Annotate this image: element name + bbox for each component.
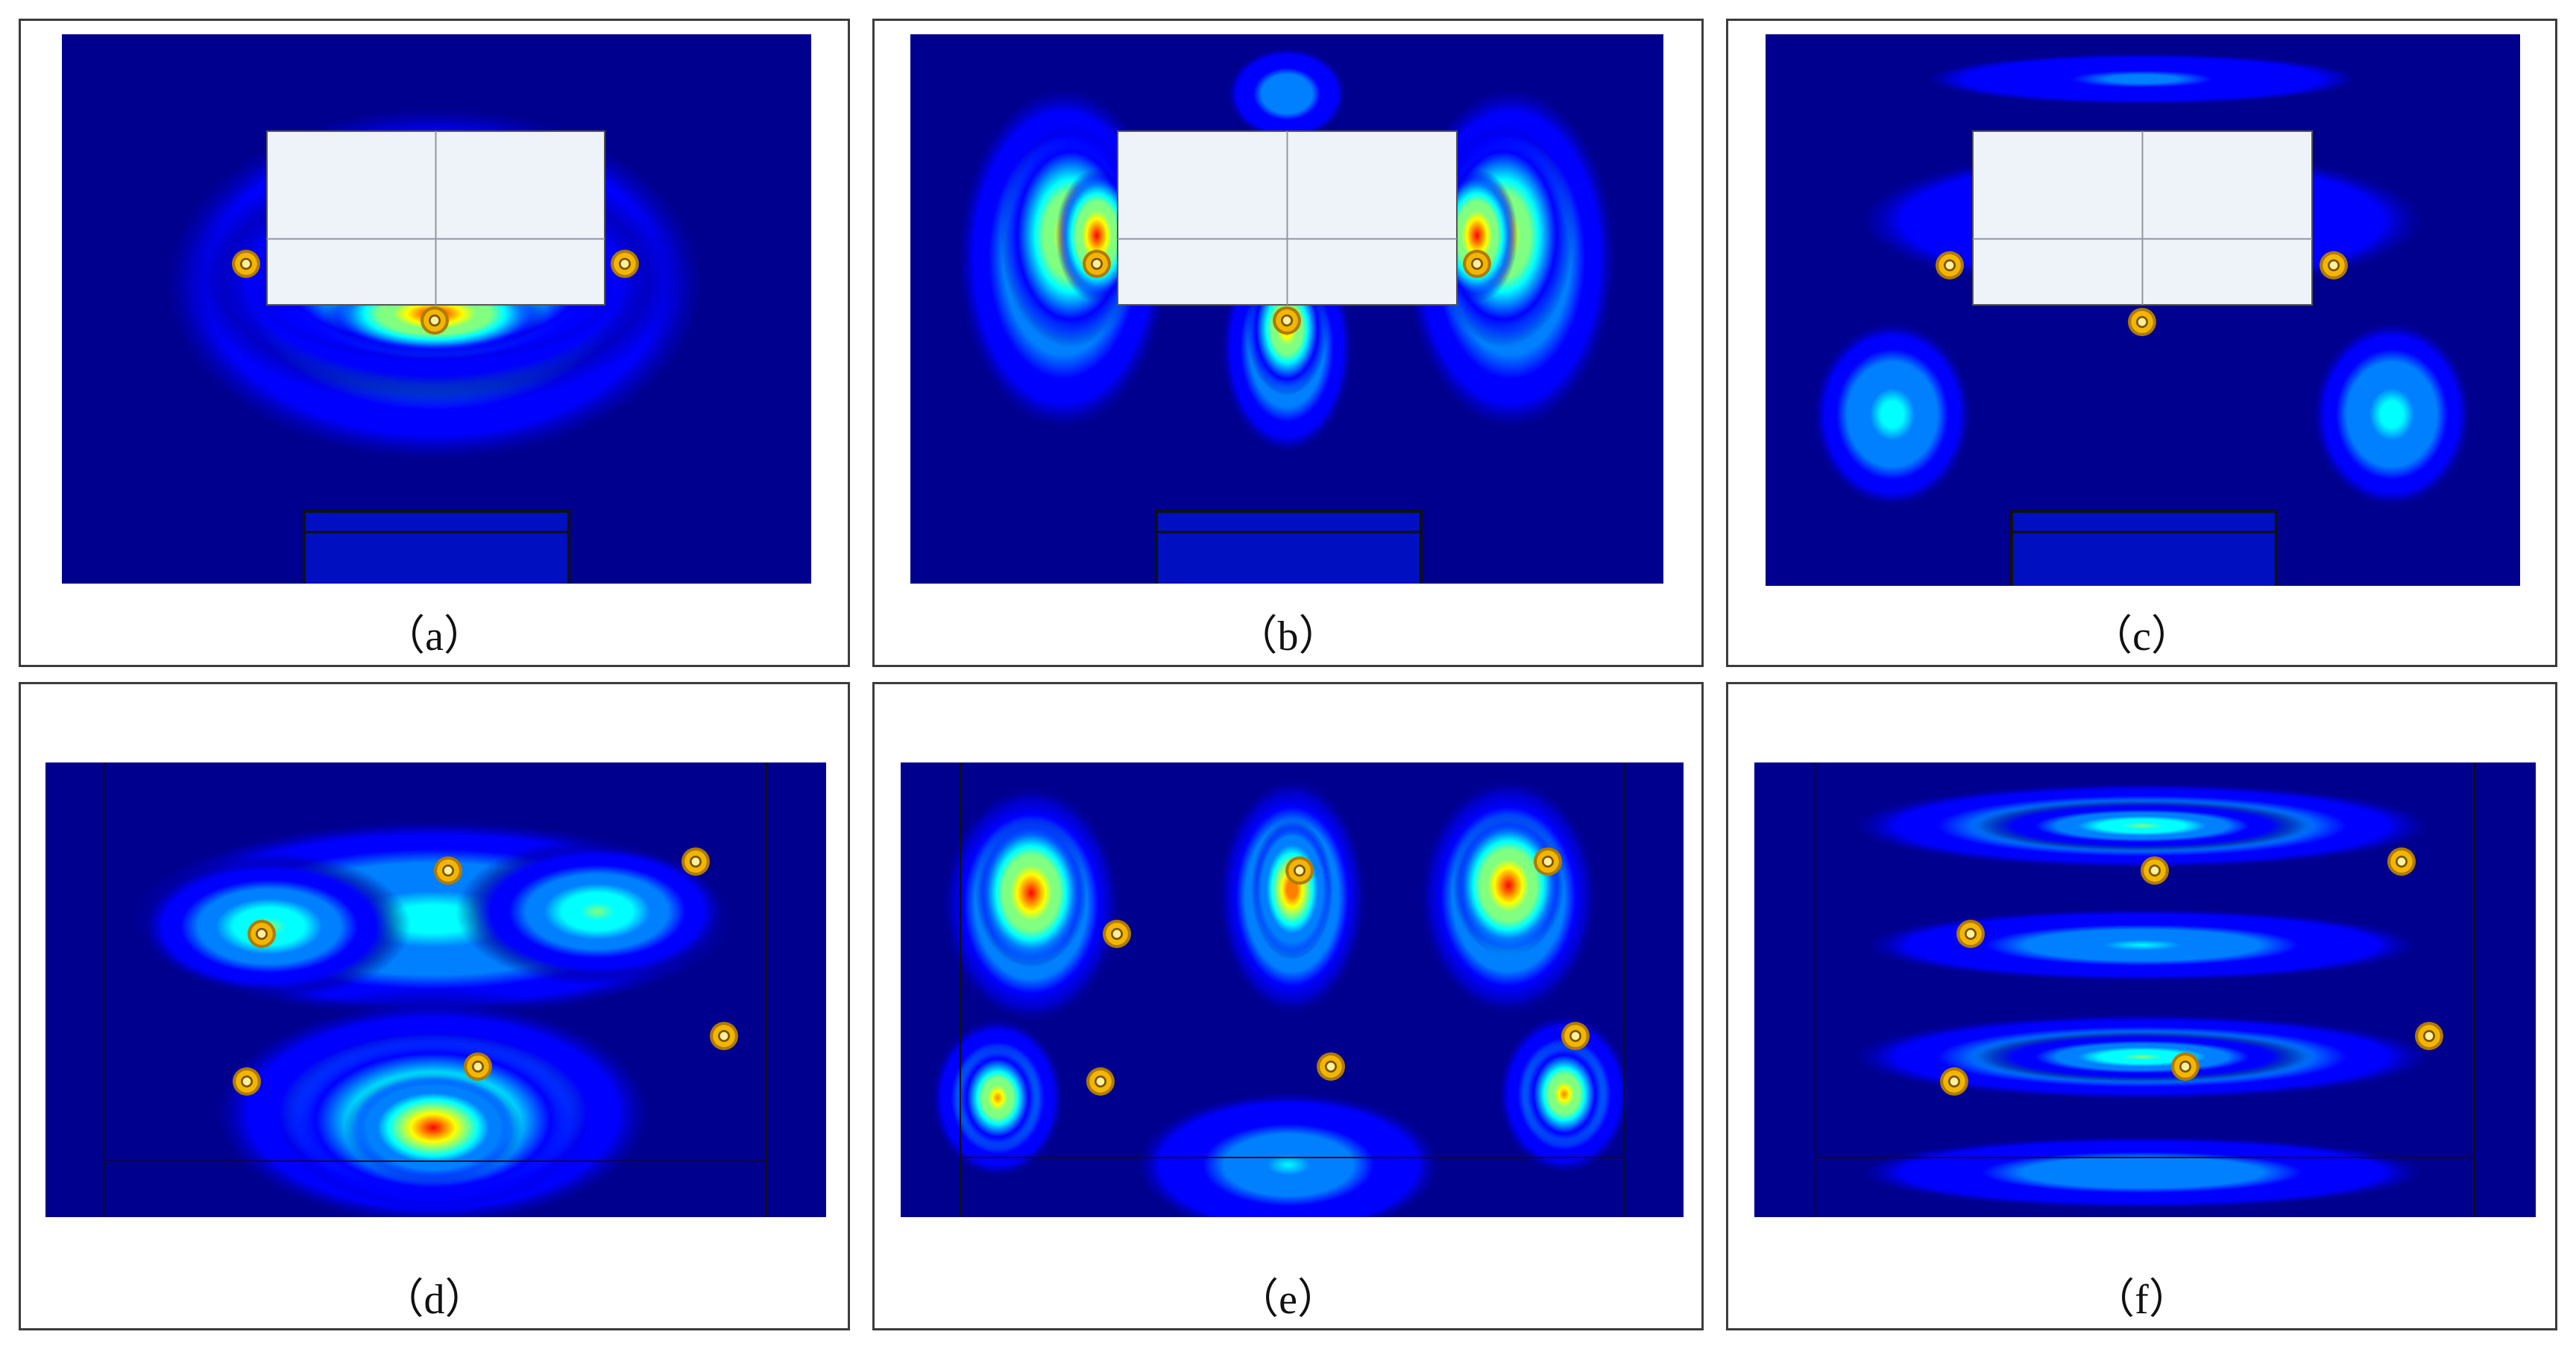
frame-lines: [960, 762, 1625, 1217]
field-blob: [1859, 45, 2425, 113]
sensor-ring-icon: [1285, 856, 1314, 885]
floor-box: [1155, 510, 1423, 584]
field-blob: [456, 837, 739, 986]
field-svg-d: [45, 762, 826, 1217]
floor-box: [303, 510, 570, 584]
field-plot-a: [62, 34, 811, 584]
sensor-ring-icon: [611, 250, 639, 278]
caption-a: （a）: [383, 613, 485, 660]
sensor-ring-icon: [1534, 847, 1562, 876]
field-plot-c: [1766, 34, 2520, 586]
sensor-ring-icon: [1273, 306, 1301, 335]
field-blob: [1821, 1131, 2463, 1213]
field-blob: [344, 1072, 523, 1184]
enclosure-box-icon: [1972, 130, 2313, 306]
sensor-ring-icon: [248, 920, 276, 948]
sensor-ring-icon: [2128, 308, 2156, 336]
panel-b: （b）: [872, 19, 1704, 667]
sensor-ring-icon: [464, 1052, 492, 1081]
field-blob: [1803, 310, 1982, 519]
panel-c: （c）: [1726, 19, 2557, 667]
sensor-ring-icon: [421, 306, 449, 335]
sensor-ring-icon: [2141, 856, 2169, 885]
sensor-ring-icon: [2415, 1022, 2443, 1050]
enclosure-box-icon: [1117, 130, 1458, 306]
frame-lines: [1815, 762, 2475, 1217]
floor-box: [2010, 510, 2278, 586]
sensor-ring-icon: [1083, 250, 1111, 278]
caption-d: （d）: [382, 1277, 487, 1323]
field-blob: [1971, 1031, 2314, 1083]
sensor-ring-icon: [1956, 920, 1985, 948]
field-blob: [975, 818, 1087, 967]
field-svg-b: [910, 34, 1663, 584]
frame-lines: [104, 762, 767, 1217]
sensor-ring-icon: [681, 847, 710, 876]
panel-d: （d）: [19, 682, 850, 1330]
field-plot-b: [910, 34, 1663, 584]
caption-b: （b）: [1235, 613, 1341, 660]
field-blob: [1829, 904, 2455, 986]
panel-a: （a）: [19, 19, 850, 667]
enclosure-box-icon: [266, 130, 605, 306]
sensor-ring-icon: [1103, 920, 1131, 948]
sensor-ring-icon: [1936, 251, 1964, 280]
field-blob: [1220, 42, 1354, 146]
field-blob: [1523, 1042, 1605, 1146]
sensor-ring-icon: [2320, 251, 2348, 280]
field-plot-f: [1754, 762, 2536, 1217]
sensor-ring-icon: [2387, 847, 2416, 876]
field-blob: [2302, 310, 2481, 519]
caption-c: （c）: [2091, 613, 2193, 660]
field-svg-c: [1766, 34, 2520, 586]
sensor-ring-icon: [1561, 1022, 1590, 1050]
caption-e: （e）: [1237, 1277, 1339, 1323]
field-plot-d: [45, 762, 826, 1217]
sensor-ring-icon: [2171, 1052, 2199, 1081]
sensor-ring-icon: [1086, 1067, 1115, 1096]
field-blob: [1971, 800, 2314, 852]
sensor-ring-icon: [434, 856, 462, 885]
sensor-ring-icon: [710, 1022, 738, 1050]
sensor-ring-icon: [1317, 1052, 1345, 1081]
sensor-ring-icon: [233, 1067, 261, 1096]
field-svg-e: [901, 762, 1684, 1217]
field-blob: [957, 1046, 1039, 1150]
field-svg-f: [1754, 762, 2536, 1217]
panel-f: （f）: [1726, 682, 2557, 1330]
caption-f: （f）: [2093, 1277, 2191, 1323]
field-blob: [1117, 1083, 1460, 1217]
field-svg-a: [62, 34, 811, 584]
field-blob: [1452, 815, 1564, 956]
sensor-ring-icon: [1940, 1067, 1968, 1096]
sensor-ring-icon: [1463, 250, 1491, 278]
panel-e: （e）: [872, 682, 1704, 1330]
field-plot-e: [901, 762, 1684, 1217]
field-blob: [1251, 818, 1333, 960]
sensor-ring-icon: [232, 250, 260, 278]
